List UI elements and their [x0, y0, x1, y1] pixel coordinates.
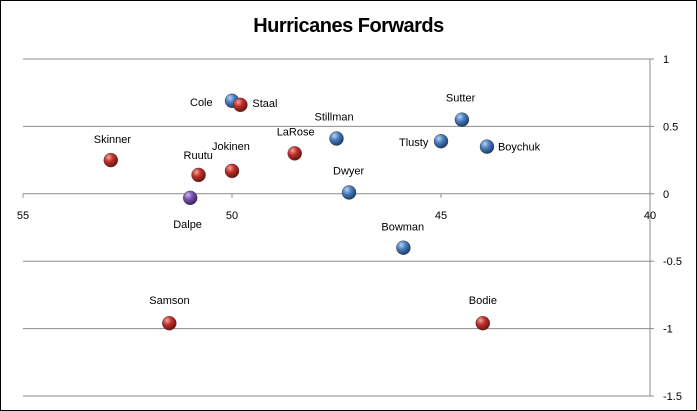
data-point-tlusty: [433, 134, 449, 149]
point-label-skinner: Skinner: [94, 134, 132, 146]
point-label-stillman: Stillman: [315, 112, 354, 124]
data-point-boychuk: [479, 139, 495, 154]
x-tick-label: 55: [17, 210, 29, 222]
y-tick-label: 0.5: [663, 121, 678, 133]
data-point-samson: [162, 316, 177, 331]
y-tick-label: 1: [663, 54, 669, 66]
point-label-larose: LaRose: [277, 126, 315, 138]
point-label-tlusty: Tlusty: [399, 137, 429, 149]
data-point-skinner: [103, 152, 118, 168]
point-label-staal: Staal: [252, 98, 277, 110]
x-tick-label: 40: [644, 210, 656, 222]
y-tick-label: -1.5: [663, 391, 682, 403]
point-label-dwyer: Dwyer: [333, 165, 365, 177]
point-label-ruutu: Ruutu: [184, 150, 213, 162]
x-tick-label: 50: [226, 210, 238, 222]
data-point-stillman: [329, 131, 344, 146]
point-label-boychuk: Boychuk: [498, 142, 541, 154]
y-tick-label: -1: [663, 324, 673, 336]
point-label-bodie: Bodie: [469, 295, 497, 307]
point-label-jokinen: Jokinen: [212, 141, 250, 153]
point-label-cole: Cole: [190, 97, 213, 109]
point-label-bowman: Bowman: [381, 222, 424, 234]
data-point-bowman: [396, 240, 411, 255]
point-label-samson: Samson: [149, 295, 189, 307]
point-label-dalpe: Dalpe: [173, 219, 202, 231]
data-point-bodie: [475, 316, 490, 331]
data-point-jokinen: [224, 163, 240, 179]
x-tick-label: 45: [435, 210, 447, 222]
y-tick-label: 0: [663, 189, 669, 201]
data-point-dwyer: [341, 185, 357, 200]
data-point-ruutu: [191, 167, 206, 183]
data-point-staal: [233, 97, 248, 113]
point-label-sutter: Sutter: [446, 93, 476, 105]
y-tick-label: -0.5: [663, 256, 682, 268]
data-point-larose: [287, 146, 302, 161]
chart-title: Hurricanes Forwards: [253, 15, 444, 37]
data-point-sutter: [454, 112, 470, 127]
data-point-dalpe: [182, 190, 198, 206]
